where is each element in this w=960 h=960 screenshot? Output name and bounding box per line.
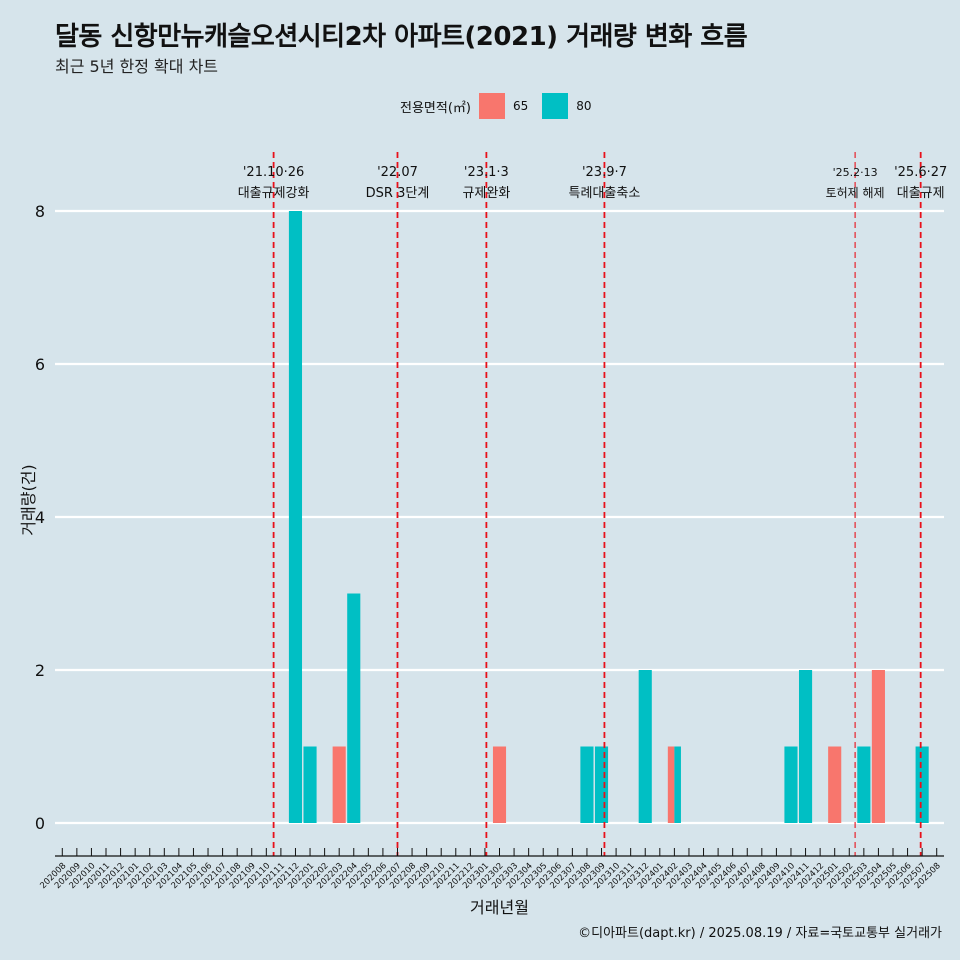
bar-65-202501 (828, 746, 842, 823)
bar-80-202312 (638, 670, 652, 823)
y-axis-title: 거래량(건) (19, 464, 38, 535)
bar-80-202309 (594, 746, 609, 823)
event-label-1: DSR 3단계 (366, 186, 430, 201)
y-tick-label: 2 (35, 661, 45, 680)
event-label-4: 토허제 해제 (826, 186, 885, 200)
bar-80-202410 (784, 746, 798, 823)
bar-65-202302 (492, 746, 507, 823)
chart-subtitle: 최근 5년 한정 확대 차트 (55, 57, 219, 76)
bar-80-202402 (674, 746, 681, 823)
legend-key-80 (542, 93, 569, 119)
event-label-3: 특례대출축소 (569, 186, 641, 201)
bar-65-202203 (332, 746, 346, 823)
event-label-5: 대출규제 (897, 186, 945, 201)
y-tick-label: 0 (35, 814, 45, 833)
bar-80-202411 (798, 670, 813, 823)
legend-label-80: 80 (576, 99, 592, 113)
event-date-4: '25.2·13 (833, 166, 878, 179)
bar-80-202507 (915, 746, 929, 823)
y-tick-label: 8 (35, 202, 45, 221)
caption: ©디아파트(dapt.kr) / 2025.08.19 / 자료=국토교통부 실… (578, 926, 942, 941)
bar-80-202201 (303, 746, 317, 823)
bar-80-202308 (580, 746, 594, 823)
y-tick-label: 4 (35, 508, 45, 527)
event-date-5: '25.6·27 (894, 165, 947, 180)
bar-80-202503 (857, 746, 871, 823)
event-label-2: 규제완화 (462, 186, 510, 201)
bar-80-202204 (347, 593, 361, 823)
event-date-2: '23.1·3 (464, 165, 509, 180)
legend-title: 전용면적(㎡) (400, 100, 471, 116)
bar-65-202402 (667, 746, 675, 823)
legend: 전용면적(㎡) 65 80 (400, 93, 606, 119)
event-date-1: '22.07 (377, 165, 418, 180)
event-label-0: 대출규제강화 (238, 186, 310, 201)
bar-80-202112 (288, 211, 303, 823)
y-tick-label: 6 (35, 355, 45, 374)
chart-title: 달동 신항만뉴캐슬오션시티2차 아파트(2021) 거래량 변화 흐름 (55, 22, 748, 52)
legend-label-65: 65 (512, 99, 529, 113)
event-date-3: '23.9·7 (582, 165, 627, 180)
bar-65-202504 (871, 670, 885, 823)
event-date-0: '21.10·26 (243, 165, 304, 180)
x-axis-title: 거래년월 (470, 898, 529, 917)
legend-key-65 (478, 93, 505, 119)
